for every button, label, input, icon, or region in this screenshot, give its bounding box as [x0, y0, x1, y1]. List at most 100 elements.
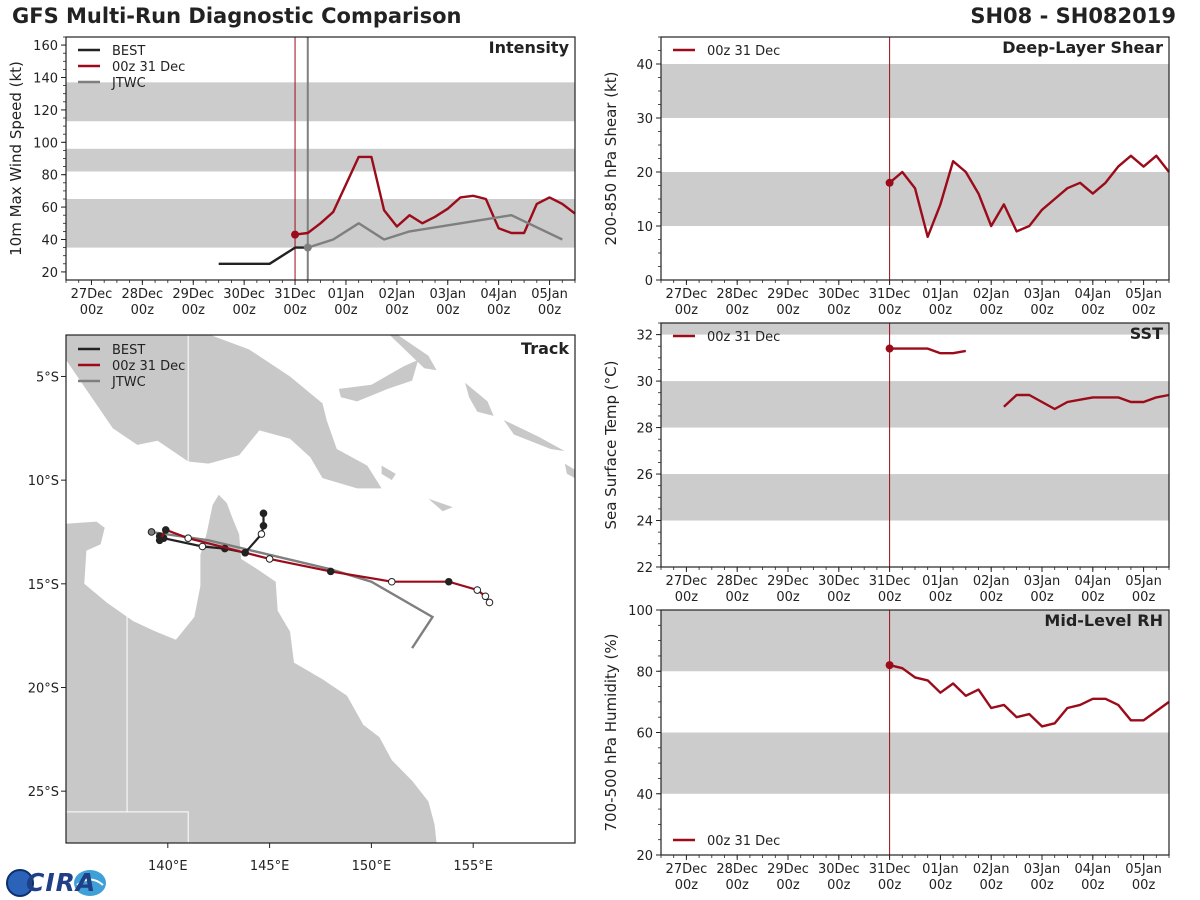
rh-panel: 2040608010027Dec00z28Dec00z29Dec00z30Dec… [602, 604, 1170, 893]
track-point-00z-31-dec [155, 536, 164, 545]
rh-xtick-sublabel: 00z [980, 878, 1004, 893]
rh-xtick-sublabel: 00z [1132, 878, 1156, 893]
track-point-00z-31-dec [387, 577, 396, 586]
shear-xtick-sublabel: 00z [776, 303, 800, 318]
intensity-legend-label: JTWC [111, 76, 146, 91]
sst-xtick-sublabel: 00z [929, 590, 953, 605]
sst-xtick-sublabel: 00z [726, 590, 750, 605]
shear-xtick-label: 31Dec [869, 287, 911, 302]
solomon-islands-a [503, 420, 565, 452]
intensity-xtick-sublabel: 00z [436, 303, 460, 318]
intensity-xtick-sublabel: 00z [131, 303, 155, 318]
track-frame [65, 334, 576, 844]
sst-xtick-sublabel: 00z [1081, 590, 1105, 605]
sa-border [66, 811, 189, 843]
shear-xtick-sublabel: 00z [827, 303, 851, 318]
intensity-xtick-sublabel: 00z [334, 303, 358, 318]
intensity-ylabel: 10m Max Wind Speed (kt) [7, 61, 25, 256]
intensity-ytick-label: 140 [33, 72, 58, 87]
intensity-xtick-label: 02Jan [379, 287, 416, 302]
intensity-xtick-label: 31Dec [274, 287, 316, 302]
australia-landmass [66, 494, 437, 843]
track-point-best [257, 530, 266, 538]
shear-series-00z-31-dec-0 [888, 154, 1170, 239]
track-panel: 140°E 145°E 150°E 155°E 5°S 10°S 15°S 20°S 25°S T… [28, 334, 576, 874]
intensity-xtick-sublabel: 00z [182, 303, 206, 318]
rh-xtick-sublabel: 00z [878, 878, 902, 893]
rh-xtick-sublabel: 00z [1081, 878, 1105, 893]
rh-xtick-label: 03Jan [1024, 862, 1061, 877]
shear-xtick-label: 28Dec [716, 287, 758, 302]
sst-xtick-sublabel: 00z [827, 590, 851, 605]
dentrecasteaux-islands [381, 465, 396, 481]
track-ytick-label: 10°S [28, 474, 59, 489]
rh-xtick-sublabel: 00z [675, 878, 699, 893]
shear-ytick-label: 40 [636, 58, 653, 73]
sst-xtick-label: 02Jan [973, 574, 1010, 589]
storm-id-title: SH08 - SH082019 [970, 4, 1176, 28]
rh-ytick-label: 80 [636, 665, 653, 680]
rh-xtick-label: 28Dec [716, 862, 758, 877]
sst-xtick-sublabel: 00z [675, 590, 699, 605]
track-point-00z-31-dec [473, 586, 482, 594]
logo-globe-icon [6, 869, 106, 897]
rh-title: Mid-Level RH [1044, 611, 1163, 630]
intensity-ytick-label: 160 [33, 39, 58, 54]
shear-xtick-label: 27Dec [666, 287, 708, 302]
intensity-ytick-label: 60 [41, 201, 58, 216]
sst-xtick-label: 30Dec [818, 574, 860, 589]
rh-gfs-start-marker [885, 661, 894, 670]
intensity-xtick-sublabel: 00z [538, 303, 562, 318]
cira-logo: CIRA [4, 866, 108, 898]
rh-xtick-label: 30Dec [818, 862, 860, 877]
rh-xtick-sublabel: 00z [929, 878, 953, 893]
rh-xtick-label: 29Dec [767, 862, 809, 877]
shear-xtick-label: 01Jan [922, 287, 959, 302]
track-xtick-label: 140°E [148, 859, 188, 874]
track-point-best [198, 542, 207, 551]
sst-legend-label: 00z 31 Dec [707, 330, 780, 345]
sst-xtick-sublabel: 00z [878, 590, 902, 605]
shear-xtick-label: 04Jan [1075, 287, 1112, 302]
track-ytick-label: 25°S [28, 785, 59, 800]
rh-xtick-label: 02Jan [973, 862, 1010, 877]
rh-legend-label: 00z 31 Dec [707, 834, 780, 849]
sst-xtick-label: 01Jan [922, 574, 959, 589]
rh-ylabel: 700-500 hPa Humidity (%) [602, 633, 620, 831]
shear-xtick-sublabel: 00z [1030, 303, 1054, 318]
shear-ytick-label: 30 [636, 112, 653, 127]
shear-xtick-label: 29Dec [767, 287, 809, 302]
sst-panel: 22242628303227Dec00z28Dec00z29Dec00z30De… [602, 322, 1170, 605]
rh-band-0 [661, 732, 1169, 794]
bougainville-island [465, 382, 494, 416]
intensity-xtick-label: 04Jan [480, 287, 517, 302]
rh-xtick-label: 31Dec [869, 862, 911, 877]
shear-xtick-sublabel: 00z [726, 303, 750, 318]
rh-ytick-label: 20 [636, 849, 653, 864]
intensity-band-2 [66, 82, 575, 122]
track-point-00z-31-dec [241, 548, 249, 557]
track-legend-label: BEST [112, 343, 145, 358]
shear-xtick-sublabel: 00z [1081, 303, 1105, 318]
intensity-series-best-0 [218, 246, 308, 265]
track-xtick-label: 145°E [250, 859, 290, 874]
intensity-series-jtwc-2 [307, 213, 563, 249]
sst-series-00z-31-dec-1 [1003, 393, 1170, 411]
land-layer [66, 335, 575, 843]
sst-gfs-start-marker [885, 344, 894, 353]
shear-ytick-label: 10 [636, 220, 653, 235]
rh-series-00z-31-dec-0 [889, 663, 1170, 728]
shear-xtick-sublabel: 00z [878, 303, 902, 318]
logo-text: CIRA [26, 868, 97, 897]
track-point-00z-31-dec [444, 577, 453, 586]
shear-xtick-label: 30Dec [818, 287, 860, 302]
intensity-xtick-sublabel: 00z [487, 303, 511, 318]
rh-xtick-sublabel: 00z [1030, 878, 1054, 893]
intensity-ytick-label: 20 [41, 266, 58, 281]
sst-ytick-label: 28 [636, 422, 653, 437]
sst-title: SST [1130, 324, 1163, 343]
intensity-xtick-label: 29Dec [172, 287, 214, 302]
track-legend-label: JTWC [111, 375, 146, 390]
sst-band-2 [661, 323, 1169, 335]
intensity-ytick-label: 80 [41, 169, 58, 184]
